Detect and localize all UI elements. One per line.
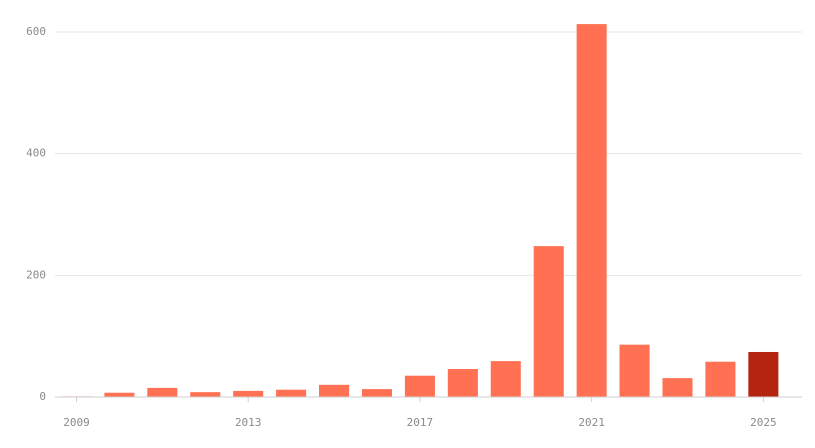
y-tick-label: 400 (26, 147, 46, 160)
bar (404, 375, 435, 397)
y-tick-label: 0 (39, 390, 46, 403)
x-tick-label: 2021 (578, 416, 605, 429)
bar (447, 369, 478, 397)
bar (705, 361, 736, 397)
x-tick-label: 2013 (235, 416, 262, 429)
bar (361, 389, 393, 397)
y-tick-label: 200 (26, 268, 46, 281)
bar (662, 378, 693, 397)
bar (233, 390, 264, 397)
bar (319, 384, 350, 397)
y-tick-label: 600 (26, 25, 46, 38)
x-tick-label: 2009 (63, 416, 90, 429)
x-tick-label: 2025 (750, 416, 777, 429)
bar (104, 392, 135, 397)
bar (619, 344, 650, 397)
x-tick-label: 2017 (407, 416, 434, 429)
bar (748, 351, 779, 397)
bar (576, 24, 607, 397)
bar (276, 389, 307, 397)
bar (147, 387, 178, 397)
bar (533, 246, 564, 397)
bar (490, 361, 521, 397)
bar (190, 392, 221, 397)
